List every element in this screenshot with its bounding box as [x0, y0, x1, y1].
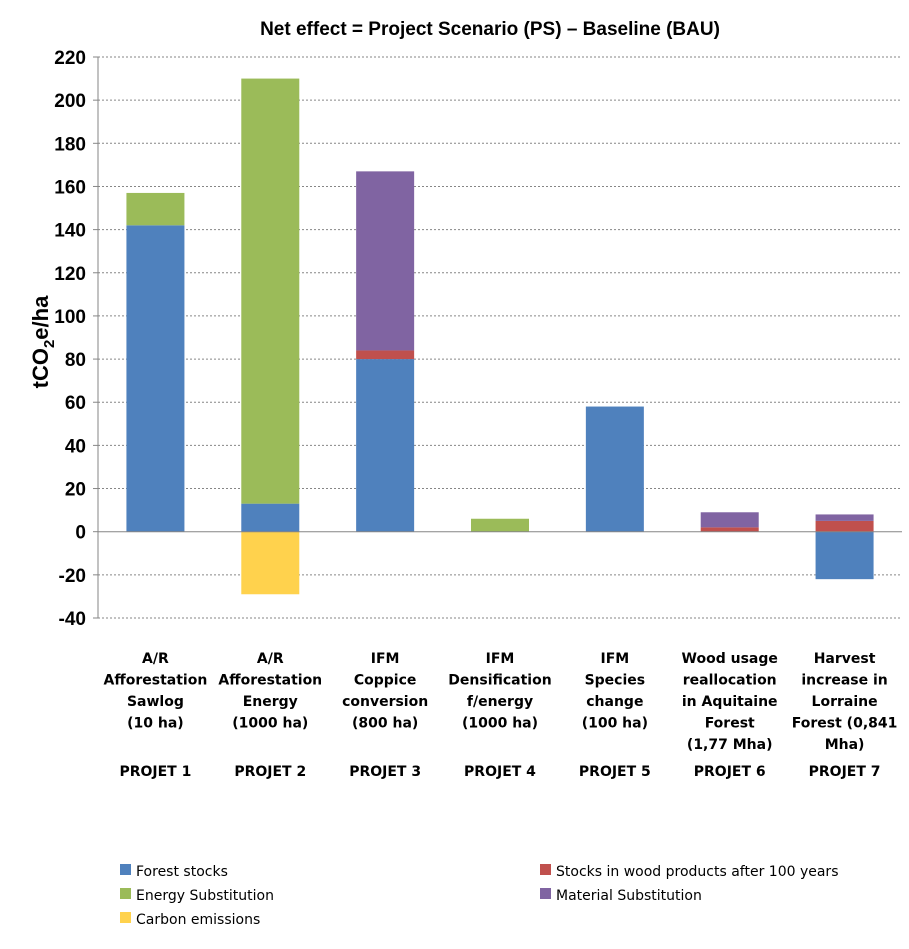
y-tick-label: 200 [54, 91, 86, 112]
project-label: PROJET 6 [694, 764, 766, 780]
legend-swatch [120, 888, 131, 899]
y-tick-label: 180 [54, 134, 86, 155]
bar-segment-forest-stocks [241, 503, 300, 532]
y-tick-label: 80 [65, 350, 86, 371]
category-label: Densification [448, 673, 551, 689]
category-label: f/energy [467, 694, 533, 710]
project-label: PROJET 3 [349, 764, 421, 780]
project-label: PROJET 5 [579, 764, 651, 780]
bar-segment-energy-substitution [126, 192, 185, 226]
legend: Forest stocks Stocks in wood products aft… [120, 864, 838, 928]
category-label: reallocation [683, 673, 777, 689]
legend-label: Material Substitution [556, 888, 702, 904]
category-label: (100 ha) [582, 716, 648, 732]
category-label: IFM [600, 651, 629, 667]
category-labels: A/R Afforestation Sawlog (10 ha) PROJET 1 A/R… [104, 651, 898, 780]
category-label: Species [585, 673, 646, 689]
project-label: PROJET 7 [809, 764, 881, 780]
legend-label: Energy Substitution [136, 888, 274, 904]
category-label: Afforestation [104, 673, 208, 689]
y-tick-label: 160 [54, 177, 86, 198]
category-label: Coppice [354, 673, 417, 689]
bar-segment-forest-stocks [815, 531, 874, 580]
y-tick-label: 0 [75, 523, 86, 544]
y-tick-label: 60 [65, 393, 86, 414]
bar-segment-stocks-in-wood-products-after-100-years [700, 527, 759, 532]
category-label: (10 ha) [127, 716, 184, 732]
category-label: (800 ha) [352, 716, 418, 732]
category-label: Lorraine [812, 694, 878, 710]
category-label: Mha) [825, 737, 865, 753]
chart-title: Net effect = Project Scenario (PS) – Bas… [260, 19, 720, 40]
category-label: Forest (0,841 [792, 716, 898, 732]
bar-segment-material-substitution [700, 512, 759, 528]
category-label: Forest [705, 716, 755, 732]
category-label: A/R [142, 651, 169, 667]
y-tick-labels: -40 -20 0 20 40 60 80 100 120 140 160 180 200 220 [54, 48, 98, 630]
bar-segment-stocks-in-wood-products-after-100-years [815, 520, 874, 532]
y-tick-label: 40 [65, 436, 86, 457]
y-tick-label: 120 [54, 264, 86, 285]
bar-segment-energy-substitution [241, 78, 300, 504]
category-label: IFM [371, 651, 400, 667]
legend-swatch [540, 864, 551, 875]
bar-segment-forest-stocks [356, 359, 415, 532]
bar-segment-energy-substitution [471, 518, 529, 532]
legend-label: Forest stocks [136, 864, 228, 880]
legend-swatch [120, 864, 131, 875]
bar-segment-stocks-in-wood-products-after-100-years [356, 350, 415, 360]
category-label: Energy [243, 694, 298, 710]
project-label: PROJET 1 [119, 764, 191, 780]
bar-segment-carbon-emissions [241, 531, 300, 595]
bars [126, 78, 874, 595]
bar-segment-material-substitution [815, 514, 874, 521]
y-tick-label: 100 [54, 307, 86, 328]
category-label: IFM [486, 651, 515, 667]
bar-segment-forest-stocks [126, 225, 185, 532]
gridlines [98, 56, 902, 619]
category-label: A/R [257, 651, 284, 667]
y-tick-label: 220 [54, 48, 86, 69]
category-label: change [586, 694, 643, 710]
legend-label: Carbon emissions [136, 912, 260, 928]
category-label: (1000 ha) [232, 716, 308, 732]
y-tick-label: 140 [54, 221, 86, 242]
y-tick-label: -40 [59, 609, 86, 630]
category-label: Sawlog [127, 694, 184, 710]
legend-swatch [540, 888, 551, 899]
category-label: (1,77 Mha) [687, 737, 773, 753]
category-label: increase in [801, 673, 887, 689]
category-label: Harvest [814, 651, 876, 667]
category-label: Wood usage [682, 651, 778, 667]
category-label: (1000 ha) [462, 716, 538, 732]
project-label: PROJET 2 [234, 764, 306, 780]
y-tick-label: -20 [59, 566, 86, 587]
y-tick-label: 20 [65, 480, 86, 501]
category-label: Afforestation [218, 673, 322, 689]
bar-segment-material-substitution [356, 171, 415, 351]
legend-swatch [120, 912, 131, 923]
category-label: conversion [342, 694, 428, 710]
category-label: in Aquitaine [682, 694, 778, 710]
project-label: PROJET 4 [464, 764, 536, 780]
legend-label: Stocks in wood products after 100 years [556, 864, 838, 880]
bar-segment-forest-stocks [585, 406, 644, 532]
